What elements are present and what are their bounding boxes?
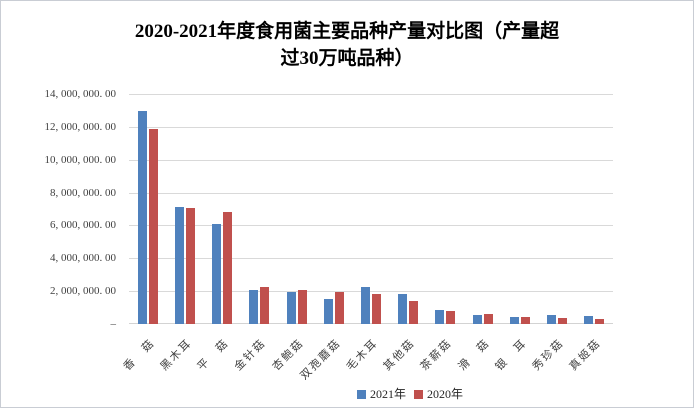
bar-2020: [558, 318, 567, 324]
gridline: [129, 258, 613, 259]
bar-2021: [324, 299, 333, 324]
gridline: [129, 127, 613, 128]
legend-label: 2020年: [427, 387, 464, 401]
bar-2021: [398, 294, 407, 324]
legend: 2021年 2020年: [357, 388, 463, 400]
bar-2020: [186, 208, 195, 324]
legend-swatch-2021: [357, 389, 366, 399]
bar-2021: [249, 290, 258, 324]
x-axis-line: [129, 323, 613, 324]
chart-title-line-1: 2020-2021年度食用菌主要品种产量对比图（产量超: [134, 21, 560, 42]
y-axis-label: –: [110, 318, 117, 330]
bar-2020: [149, 129, 158, 324]
bar-2021: [175, 207, 184, 324]
bar-2020: [223, 212, 232, 324]
bar-2020: [446, 311, 455, 324]
bar-2021: [510, 317, 519, 324]
chart-title: 2020-2021年度食用菌主要品种产量对比图（产量超 过30万吨品种）: [46, 18, 648, 72]
y-axis-label: 6, 000, 000. 00: [50, 219, 116, 231]
bar-2021: [435, 310, 444, 324]
y-axis-label: 2, 000, 000. 00: [50, 285, 116, 297]
bar-2020: [335, 292, 344, 324]
legend-item-2020: 2020年: [414, 388, 463, 400]
legend-label: 2021年: [370, 387, 407, 401]
bar-2021: [287, 292, 296, 324]
bar-2020: [521, 317, 530, 324]
gridline: [129, 225, 613, 226]
bar-2021: [361, 287, 370, 324]
legend-swatch-2020: [414, 389, 424, 399]
bar-2021: [473, 315, 482, 324]
gridline: [129, 193, 613, 194]
gridline: [129, 291, 613, 292]
chart-title-line-2: 过30万吨品种）: [280, 48, 414, 69]
y-axis-label: 14, 000, 000. 00: [44, 88, 117, 100]
bar-2020: [409, 301, 418, 324]
y-axis-label: 10, 000, 000. 00: [44, 154, 117, 166]
bar-2020: [260, 287, 269, 324]
plot-area: [129, 94, 613, 324]
bar-2020: [372, 294, 381, 324]
bar-2020: [484, 314, 493, 324]
y-axis-label: 8, 000, 000. 00: [50, 187, 116, 199]
bar-2020: [595, 319, 604, 324]
gridline: [129, 160, 613, 161]
y-axis-label: 4, 000, 000. 00: [50, 252, 116, 264]
bar-2020: [298, 290, 307, 324]
legend-item-2021: 2021年: [357, 388, 406, 400]
bar-2021: [212, 224, 221, 324]
bar-2021: [138, 111, 147, 324]
bar-2021: [547, 315, 556, 324]
bar-2021: [584, 316, 593, 324]
x-axis-label: 香 菇: [121, 337, 158, 374]
gridline: [129, 94, 613, 95]
y-axis-label: 12, 000, 000. 00: [44, 121, 117, 133]
